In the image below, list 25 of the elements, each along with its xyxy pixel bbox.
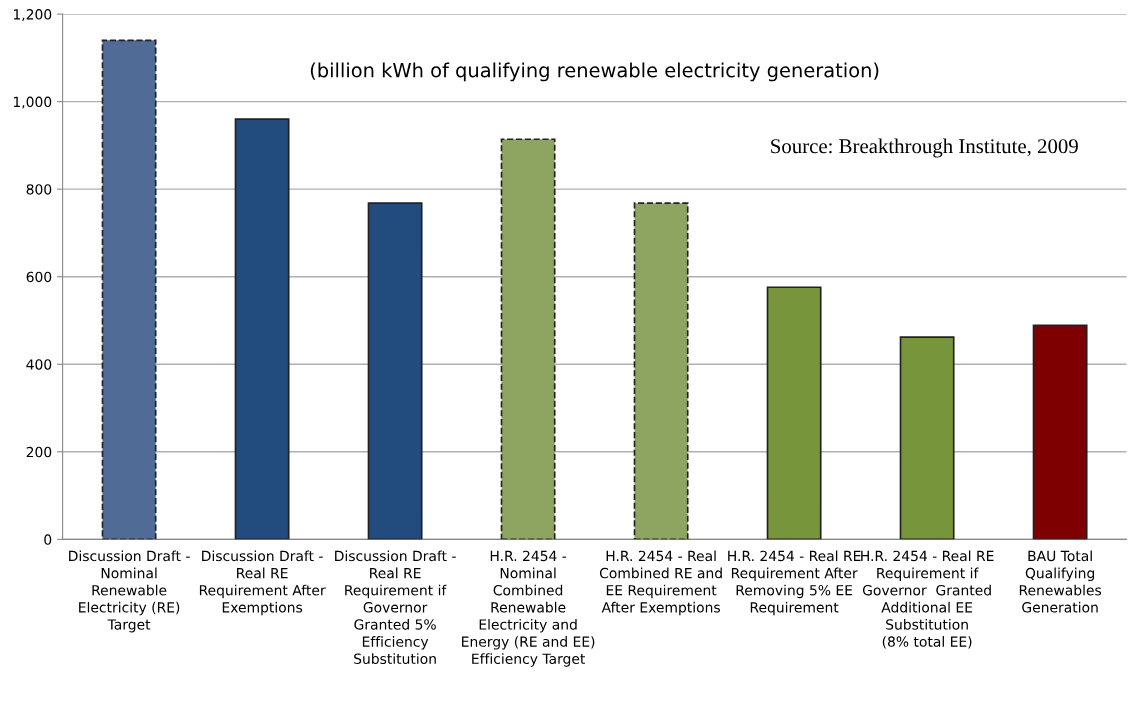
x-tick-label: Discussion Draft - Nominal Renewable Electricity (RE) Target	[69, 550, 190, 633]
y-tick-label: 800	[26, 184, 52, 195]
x-tick-label: Discussion Draft - Real RE Requirement if Governor Granted 5% Efficiency Substitution	[335, 550, 456, 664]
y-tick-label: 200	[26, 446, 52, 458]
y-tick-label: 1,000	[13, 96, 52, 109]
y-tick-label: 1,200	[13, 9, 52, 21]
bar	[899, 336, 955, 540]
x-tick-label: H.R. 2454 - Real RE Requirement After Removing 5% EE Requirement	[728, 550, 861, 616]
annotation: (billion kWh of qualifying renewable electricity generation)	[310, 62, 879, 82]
x-tick-label: Discussion Draft - Real RE Requirement After Exemptions	[199, 550, 326, 616]
y-tick-label: 600	[26, 271, 52, 283]
bar	[633, 202, 689, 540]
bar	[234, 118, 290, 540]
x-tick-label: H.R. 2454 - Nominal Combined Renewable Electricity and Energy (RE and EE) Efficiency Target	[462, 550, 595, 667]
x-tick-label: BAU Total Qualifying Renewables Generation	[1019, 550, 1102, 613]
x-tick-label: H.R. 2454 - Real Combined RE and EE Requirement After Exemptions	[599, 550, 722, 616]
bar	[1032, 324, 1088, 540]
bar	[766, 286, 822, 540]
y-tick-label: 0	[44, 534, 52, 545]
annotation: Source: Breakthrough Institute, 2009	[771, 138, 1078, 158]
bar	[500, 138, 556, 540]
bar	[101, 39, 157, 540]
bar	[367, 202, 423, 540]
y-tick-label: 400	[26, 359, 52, 370]
x-tick-label: H.R. 2454 - Real RE Requirement if Governor Granted Additional EE Substitution (8% total EE)	[861, 550, 994, 649]
